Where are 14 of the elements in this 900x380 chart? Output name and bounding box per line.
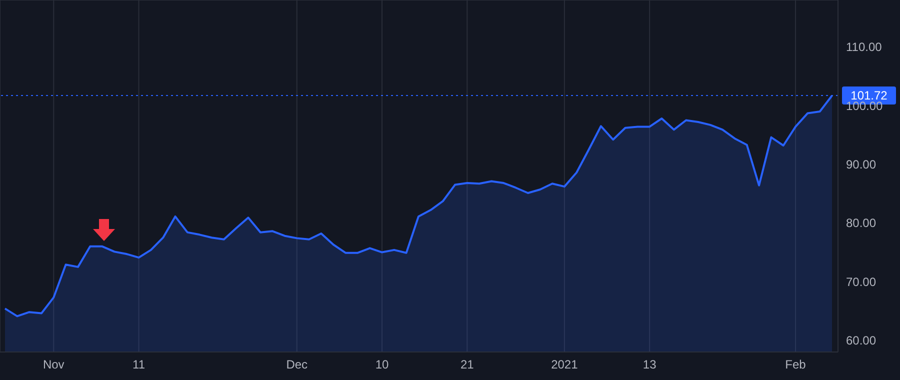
x-tick-label: 21: [460, 358, 474, 372]
y-tick-label: 80.00: [846, 216, 876, 230]
x-tick-label: 2021: [551, 358, 578, 372]
y-tick-label: 90.00: [846, 158, 876, 172]
x-tick-label: 13: [642, 358, 657, 372]
x-tick-label: 10: [375, 358, 390, 372]
x-tick-label: Nov: [42, 358, 64, 372]
ref-line-label: 101.72: [850, 88, 888, 103]
x-tick-label: 11: [132, 358, 146, 372]
x-tick-label: Feb: [785, 358, 806, 372]
x-tick-label: Dec: [286, 358, 308, 372]
y-tick-label: 110.00: [846, 40, 882, 54]
y-tick-label: 60.00: [846, 334, 876, 348]
y-tick-label: 70.00: [846, 274, 876, 289]
